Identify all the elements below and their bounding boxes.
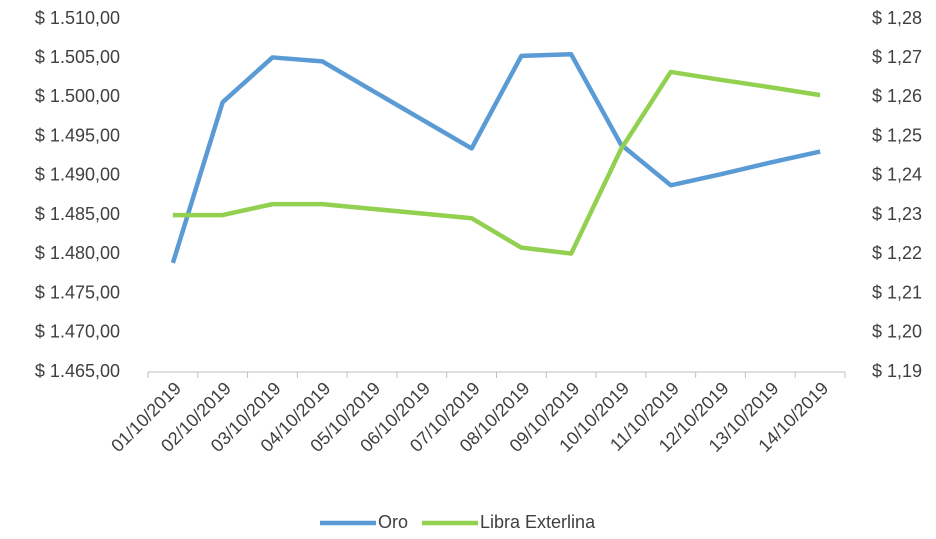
y2-tick-label: $ 1,22 xyxy=(872,243,922,263)
y-tick-label: $ 1.475,00 xyxy=(35,282,120,302)
y2-tick-label: $ 1,28 xyxy=(872,8,922,28)
y2-tick-label: $ 1,20 xyxy=(872,322,922,342)
y2-tick-label: $ 1,19 xyxy=(872,361,922,381)
y-tick-label: $ 1.480,00 xyxy=(35,243,120,263)
y2-tick-label: $ 1,27 xyxy=(872,47,922,67)
series-line xyxy=(170,52,821,264)
y2-tick-label: $ 1,25 xyxy=(872,125,922,145)
y-tick-label: $ 1.510,00 xyxy=(35,8,120,28)
legend-label: Oro xyxy=(378,512,408,532)
legend-label: Libra Exterlina xyxy=(480,512,596,532)
y-tick-label: $ 1.465,00 xyxy=(35,361,120,381)
y-tick-label: $ 1.470,00 xyxy=(35,322,120,342)
series-line xyxy=(172,69,821,256)
y-tick-label: $ 1.495,00 xyxy=(35,125,120,145)
y-tick-label: $ 1.505,00 xyxy=(35,47,120,67)
y2-tick-label: $ 1,21 xyxy=(872,282,922,302)
y2-tick-label: $ 1,23 xyxy=(872,204,922,224)
y2-tick-label: $ 1,24 xyxy=(872,165,922,185)
y-tick-label: $ 1.500,00 xyxy=(35,86,120,106)
y-tick-label: $ 1.490,00 xyxy=(35,165,120,185)
y-tick-label: $ 1.485,00 xyxy=(35,204,120,224)
y2-tick-label: $ 1,26 xyxy=(872,86,922,106)
